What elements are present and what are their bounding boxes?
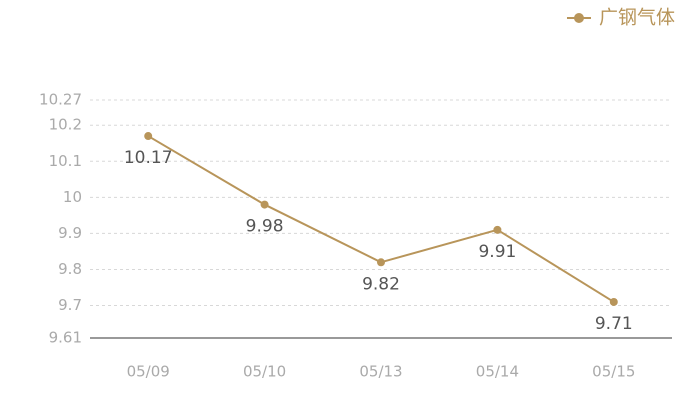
data-point bbox=[493, 225, 502, 234]
y-tick-label: 10.2 bbox=[49, 116, 82, 134]
data-point bbox=[609, 297, 618, 306]
data-point bbox=[260, 200, 269, 209]
data-label: 10.17 bbox=[124, 148, 173, 168]
y-tick-label: 10.27 bbox=[39, 91, 82, 109]
y-tick-label: 9.8 bbox=[58, 260, 82, 278]
data-label: 9.98 bbox=[246, 217, 284, 237]
data-point bbox=[377, 258, 385, 267]
y-tick-label: 9.61 bbox=[49, 329, 82, 347]
x-tick-label: 05/15 bbox=[592, 363, 635, 381]
data-label: 9.82 bbox=[362, 274, 400, 294]
x-tick-label: 05/09 bbox=[127, 363, 170, 381]
y-tick-label: 9.9 bbox=[58, 224, 82, 242]
x-tick-label: 05/13 bbox=[359, 363, 402, 381]
y-tick-label: 10 bbox=[63, 188, 82, 206]
y-tick-label: 9.7 bbox=[58, 296, 82, 314]
data-label: 9.91 bbox=[478, 242, 516, 262]
data-label: 9.71 bbox=[595, 314, 633, 334]
y-tick-label: 10.1 bbox=[49, 152, 82, 170]
x-tick-label: 05/10 bbox=[243, 363, 286, 381]
x-tick-label: 05/14 bbox=[476, 363, 519, 381]
legend-label: 广钢气体 bbox=[599, 7, 675, 29]
data-point bbox=[144, 132, 153, 141]
legend-dot bbox=[573, 13, 584, 23]
